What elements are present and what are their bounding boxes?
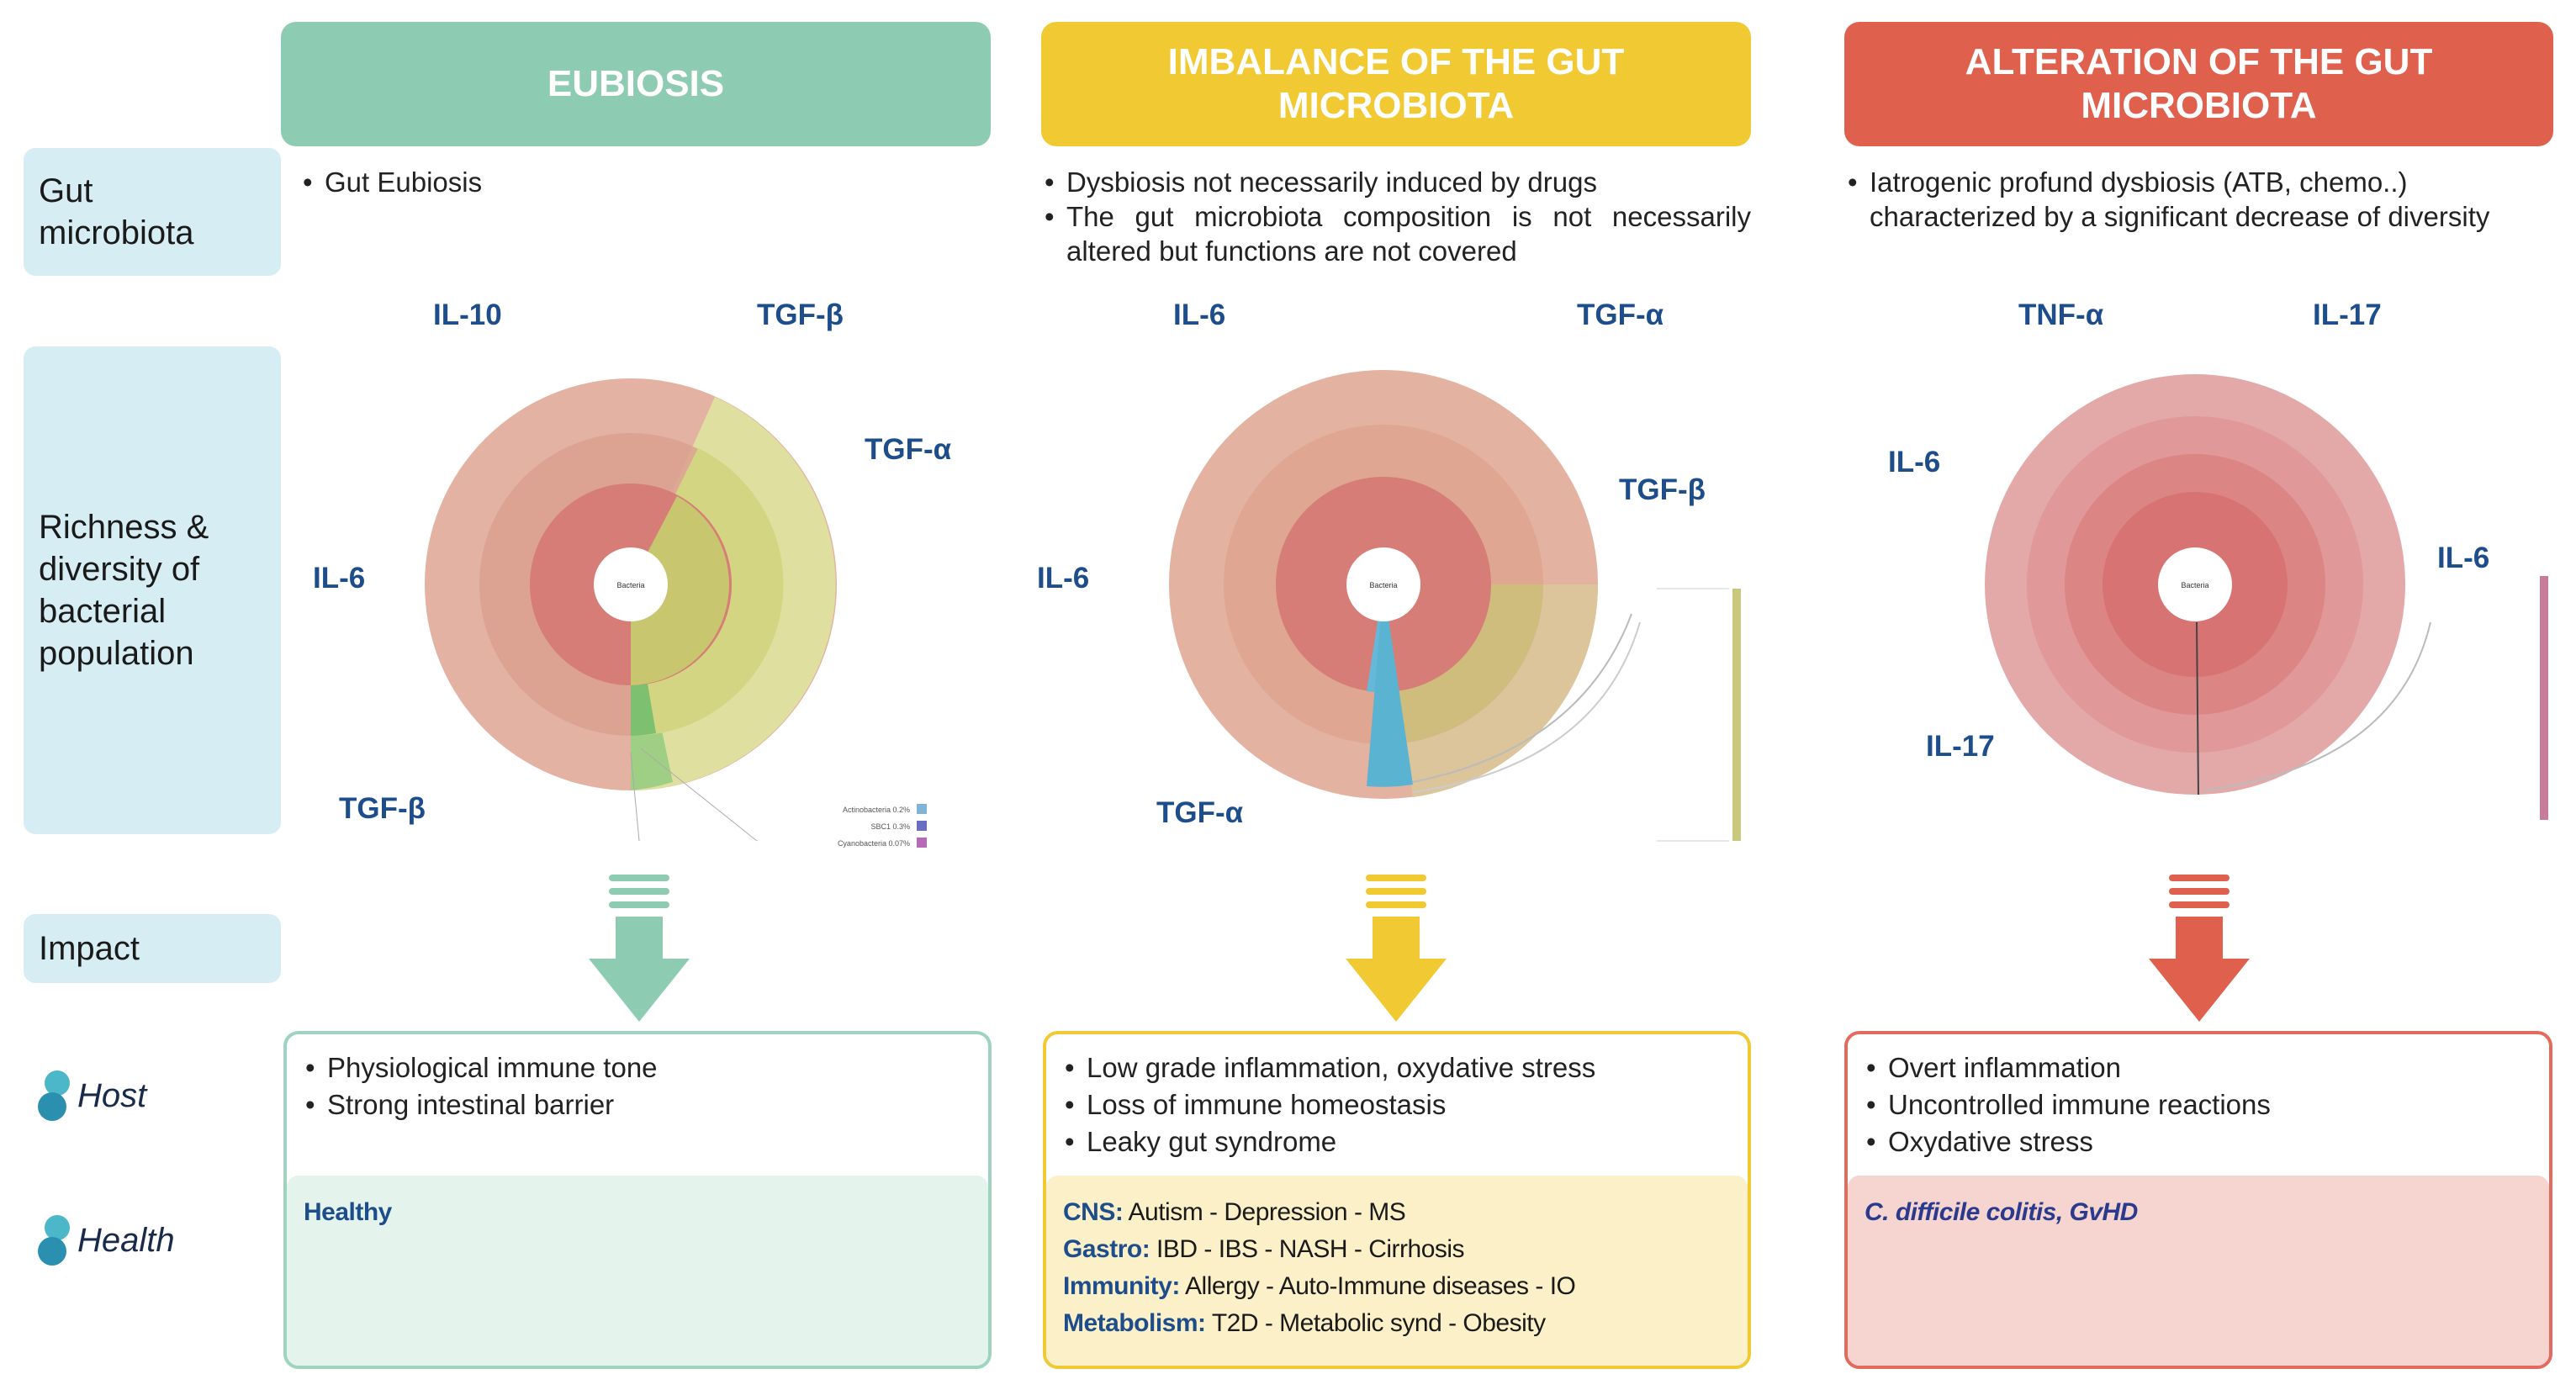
header-eubiosis: EUBIOSIS xyxy=(281,22,991,146)
health-key: Metabolism: xyxy=(1063,1309,1206,1337)
row-label-impact-text: Impact xyxy=(39,930,140,967)
down-arrow-alteration xyxy=(2149,875,2250,1022)
header-eubiosis-text: EUBIOSIS xyxy=(547,63,725,104)
cytokine-label: IL-6 xyxy=(313,562,366,595)
down-arrow-imbalance xyxy=(1346,875,1447,1022)
krona-leader-line xyxy=(2203,621,2431,791)
krona-legend xyxy=(1657,588,1741,842)
krona-center-label: Bacteria xyxy=(2181,581,2208,589)
list-item: Loss of immune homeostasis xyxy=(1061,1086,1595,1123)
cytokine-label: IL-10 xyxy=(433,299,502,331)
krona-leader-line xyxy=(630,752,640,842)
cytokine-label: TGF-β xyxy=(1619,473,1706,506)
host-label: Host xyxy=(37,1066,146,1125)
health-text-eubiosis: Healthy xyxy=(304,1194,392,1231)
microbiota-bullets-eubiosis: Gut Eubiosis xyxy=(299,165,972,199)
row-label-gut-microbiota-text: Gut microbiota xyxy=(39,172,194,251)
cytokine-label: TGF-β xyxy=(339,792,426,825)
krona-leader-line xyxy=(1412,613,1632,783)
impact-box-imbalance: Low grade inflammation, oxydative stress… xyxy=(1043,1031,1751,1369)
row-label-gut-microbiota: Gut microbiota xyxy=(24,148,281,276)
health-value: Allergy - Auto-Immune diseases - IO xyxy=(1179,1272,1576,1300)
krona-chart-eubiosis: Bacteria Actinobacteria 0.2% SBC1 0.3% C… xyxy=(425,378,927,848)
microbiota-bullets-alteration: Iatrogenic profund dysbiosis (ATB, chemo… xyxy=(1844,165,2542,234)
cytokine-label: IL-6 xyxy=(1037,562,1090,595)
row-label-richness-text: Richness & diversity of bacterial popula… xyxy=(39,509,209,672)
health-key: Healthy xyxy=(304,1198,392,1226)
legend-swatch xyxy=(1732,589,1741,841)
krona-center xyxy=(594,547,668,621)
cytokine-label: TGF-α xyxy=(1156,796,1244,829)
list-item: Strong intestinal barrier xyxy=(302,1086,658,1123)
krona-thin-sector xyxy=(2196,621,2199,795)
legend-label: Actinobacteria 0.2% xyxy=(843,806,910,814)
impact-box-alteration: Overt inflammation Uncontrolled immune r… xyxy=(1844,1031,2552,1369)
host-bullets-alteration: Overt inflammation Uncontrolled immune r… xyxy=(1863,1049,2271,1160)
header-alteration-text: ALTERATION OF THE GUT MICROBIOTA xyxy=(1965,41,2433,126)
row-label-richness: Richness & diversity of bacterial popula… xyxy=(24,346,281,834)
header-imbalance: IMBALANCE OF THE GUT MICROBIOTA xyxy=(1041,22,1751,146)
header-imbalance-text: IMBALANCE OF THE GUT MICROBIOTA xyxy=(1167,41,1625,126)
list-item: Gut Eubiosis xyxy=(299,165,972,199)
krona-sector-blue-outer xyxy=(1367,584,1413,787)
health-panel-imbalance: CNS: Autism - Depression - MS Gastro: IB… xyxy=(1046,1176,1748,1366)
legend-label: Cyanobacteria 0.07% xyxy=(838,839,910,848)
krona-chart-alteration: Bacteria xyxy=(1985,374,2548,820)
legend-swatch xyxy=(917,804,927,814)
cytokine-label: TGF-α xyxy=(1577,299,1664,331)
host-bullets-imbalance: Low grade inflammation, oxydative stress… xyxy=(1061,1049,1595,1160)
header-alteration: ALTERATION OF THE GUT MICROBIOTA xyxy=(1844,22,2553,146)
cytokine-label: TGF-α xyxy=(865,433,952,466)
health-label-text: Health xyxy=(77,1221,175,1259)
legend-label: SBC1 0.3% xyxy=(870,822,910,831)
health-key: Immunity: xyxy=(1063,1272,1180,1300)
krona-leader-line xyxy=(640,748,758,842)
cytokine-label: IL-6 xyxy=(1888,446,1941,478)
health-panel-eubiosis: Healthy xyxy=(287,1176,988,1366)
legend-swatch xyxy=(917,838,927,848)
krona-center-label: Bacteria xyxy=(1369,581,1397,589)
host-label-text: Host xyxy=(77,1076,147,1114)
health-key: C. difficile colitis, GvHD xyxy=(1865,1198,2138,1226)
impact-box-eubiosis: Physiological immune tone Strong intesti… xyxy=(283,1031,992,1369)
cytokine-label: IL-17 xyxy=(1926,730,1995,763)
cytokine-label: IL-6 xyxy=(1173,299,1226,331)
krona-chart-imbalance: Bacteria xyxy=(1169,370,1741,842)
list-item: Overt inflammation xyxy=(1863,1049,2271,1086)
down-arrow-eubiosis xyxy=(589,875,690,1022)
figure-eight-icon xyxy=(38,1215,70,1266)
krona-center-label: Bacteria xyxy=(616,581,644,589)
list-item: Dysbiosis not necessarily induced by dru… xyxy=(1041,165,1751,199)
health-text-imbalance: CNS: Autism - Depression - MS Gastro: IB… xyxy=(1063,1194,1576,1342)
cytokine-label: TGF-β xyxy=(757,299,844,331)
list-item: Leaky gut syndrome xyxy=(1061,1123,1595,1160)
cytokine-label: IL-17 xyxy=(2313,299,2382,331)
list-item: Oxydative stress xyxy=(1863,1123,2271,1160)
health-key: CNS: xyxy=(1063,1198,1124,1226)
host-bullets-eubiosis: Physiological immune tone Strong intesti… xyxy=(302,1049,658,1123)
krona-center xyxy=(1346,547,1420,621)
list-item: Uncontrolled immune reactions xyxy=(1863,1086,2271,1123)
list-item: Low grade inflammation, oxydative stress xyxy=(1061,1049,1595,1086)
cytokine-label: IL-6 xyxy=(2437,542,2490,574)
figure-eight-icon xyxy=(38,1070,70,1121)
microbiota-bullets-imbalance: Dysbiosis not necessarily induced by dru… xyxy=(1041,165,1751,268)
list-item: The gut microbiota composition is not ne… xyxy=(1041,199,1751,268)
health-label: Health xyxy=(37,1211,175,1270)
health-text-alteration: C. difficile colitis, GvHD xyxy=(1865,1194,2138,1231)
legend-swatch xyxy=(917,821,927,831)
health-value: IBD - IBS - NASH - Cirrhosis xyxy=(1150,1235,1465,1263)
cytokine-label: TNF-α xyxy=(2018,299,2104,331)
health-value: T2D - Metabolic synd - Obesity xyxy=(1205,1309,1546,1337)
health-key: Gastro: xyxy=(1063,1235,1150,1263)
krona-sector-yellow-inner xyxy=(631,496,729,685)
krona-center xyxy=(2158,547,2232,621)
row-label-impact: Impact xyxy=(24,914,281,983)
health-panel-alteration: C. difficile colitis, GvHD xyxy=(1848,1176,2549,1366)
list-item: Iatrogenic profund dysbiosis (ATB, chemo… xyxy=(1844,165,2542,234)
list-item: Physiological immune tone xyxy=(302,1049,658,1086)
health-value: Autism - Depression - MS xyxy=(1123,1198,1406,1226)
legend-swatch xyxy=(2540,576,2548,820)
krona-leader-line xyxy=(1412,621,1641,793)
